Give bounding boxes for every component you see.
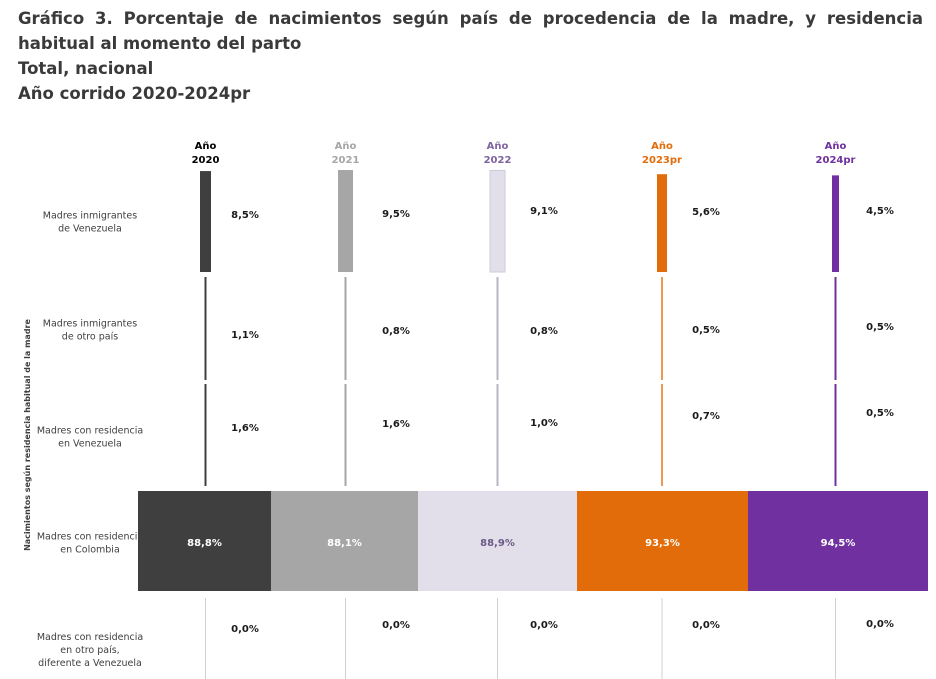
value-label-2021-row-5: 0,0% — [382, 620, 410, 631]
year-header-label-line1: Año — [195, 141, 217, 152]
value-label-2020-row-5: 0,0% — [231, 624, 259, 635]
bar-2023-madres-inmigrantes-venezuela — [657, 174, 667, 272]
value-label-2022-row-2: 0,8% — [530, 326, 558, 337]
value-label-2024-row-5: 0,0% — [866, 619, 894, 630]
value-label-2020-row-1: 8,5% — [231, 210, 259, 221]
year-header-label-line2: 2021 — [332, 155, 360, 166]
title-block: Gráfico 3. Porcentaje de nacimientos seg… — [18, 6, 923, 106]
bar-2021-madres-inmigrantes-venezuela — [338, 170, 353, 272]
value-label-2020-row-3: 1,6% — [231, 423, 259, 434]
category-label-line: en otro país, — [60, 645, 119, 656]
chart-title: Gráfico 3. Porcentaje de nacimientos seg… — [18, 9, 923, 53]
year-header-2022: Año 2022 — [484, 141, 512, 166]
bar-2024-madres-inmigrantes-venezuela — [832, 175, 839, 272]
value-label-2021-row-3: 1,6% — [382, 419, 410, 430]
category-label-line: Madres inmigrantes — [43, 319, 137, 330]
category-label-line: Madres con residencia — [37, 426, 143, 437]
value-label-2021-row-1: 9,5% — [382, 209, 410, 220]
bar-2023-row-3 — [661, 384, 663, 486]
year-header-label-line1: Año — [335, 141, 357, 152]
category-label-line: en Colombia — [60, 545, 120, 556]
category-label-line: de otro país — [62, 332, 118, 343]
bar-2023-madres-residencia-colombia — [577, 491, 748, 591]
year-header-2021: Año 2021 — [332, 141, 360, 166]
bar-2022-madres-residencia-colombia — [418, 491, 577, 591]
bar-2020-madres-residencia-colombia — [138, 491, 271, 591]
value-label-2023-row-3: 0,7% — [692, 411, 720, 422]
year-header-2023: Año 2023pr — [642, 141, 682, 166]
year-header-label-line1: Año — [825, 141, 847, 152]
year-header-label-line1: Año — [487, 141, 509, 152]
bar-2024-row-2 — [834, 277, 837, 380]
value-label-2023-row-1: 5,6% — [692, 207, 720, 218]
year-header-label-line2: 2020 — [192, 155, 220, 166]
bar-2023-row-2 — [661, 277, 663, 380]
value-label-2020-colombia: 88,8% — [187, 538, 222, 549]
value-label-2021-colombia: 88,1% — [327, 538, 362, 549]
bar-2024-madres-residencia-colombia — [748, 491, 928, 591]
bar-2024-row-3 — [834, 384, 837, 486]
value-label-2021-row-2: 0,8% — [382, 326, 410, 337]
bar-2021-row-3 — [344, 384, 347, 486]
value-label-2024-row-1: 4,5% — [866, 206, 894, 217]
year-header-label-line2: 2022 — [484, 155, 512, 166]
value-label-2022-row-5: 0,0% — [530, 620, 558, 631]
bar-2021-madres-residencia-colombia — [271, 491, 418, 591]
value-label-2023-row-2: 0,5% — [692, 325, 720, 336]
category-label-line: diferente a Venezuela — [38, 658, 142, 669]
value-label-2022-row-3: 1,0% — [530, 418, 558, 429]
category-label-5: Madres con residencia en otro país, difere… — [37, 632, 143, 669]
category-label-2: Madres inmigrantes de otro país — [43, 319, 137, 343]
bar-2020-row-2 — [204, 277, 207, 380]
bar-2024-residencia-otro-pais — [835, 598, 836, 679]
value-label-2022-row-1: 9,1% — [530, 206, 558, 217]
bar-2021-row-2 — [344, 277, 347, 380]
bar-2023-residencia-otro-pais — [661, 598, 663, 679]
bar-2022-madres-inmigrantes-venezuela — [489, 169, 506, 273]
value-label-2024-row-2: 0,5% — [866, 322, 894, 333]
bar-2022-residencia-otro-pais — [497, 598, 498, 679]
category-label-1: Madres inmigrantes de Venezuela — [43, 211, 137, 235]
y-axis-label: Nacimientos según residencia habitual de… — [23, 319, 32, 551]
year-header-2020: Año 2020 — [192, 141, 220, 166]
chart-subtitle-period: Año corrido 2020-2024pr — [18, 84, 251, 103]
bar-2020-residencia-otro-pais — [205, 598, 206, 679]
category-label-4: Madres con residencia en Colombia — [37, 532, 143, 556]
category-label-line: Madres con residencia — [37, 632, 143, 643]
chart-subtitle-total: Total, nacional — [18, 59, 154, 78]
value-label-2024-colombia: 94,5% — [821, 538, 856, 549]
category-label-line: Madres inmigrantes — [43, 211, 137, 222]
value-label-2023-colombia: 93,3% — [645, 538, 680, 549]
bar-2022-row-3 — [496, 384, 499, 486]
bar-2020-madres-inmigrantes-venezuela — [200, 171, 211, 272]
bar-2021-residencia-otro-pais — [345, 598, 346, 679]
category-label-line: de Venezuela — [58, 224, 122, 235]
year-header-label-line2: 2024pr — [816, 155, 856, 166]
year-header-label-line1: Año — [651, 141, 673, 152]
value-label-2024-row-3: 0,5% — [866, 408, 894, 419]
year-header-label-line2: 2023pr — [642, 155, 682, 166]
category-label-3: Madres con residencia en Venezuela — [37, 426, 143, 450]
value-label-2020-row-2: 1,1% — [231, 330, 259, 341]
year-header-2024: Año 2024pr — [816, 141, 856, 166]
bar-2022-row-2 — [496, 277, 499, 380]
value-label-2022-colombia: 88,9% — [480, 538, 515, 549]
category-label-line: en Venezuela — [58, 439, 122, 450]
value-label-2023-row-5: 0,0% — [692, 620, 720, 631]
category-label-line: Madres con residencia — [37, 532, 143, 543]
bar-2020-row-3 — [204, 384, 207, 486]
